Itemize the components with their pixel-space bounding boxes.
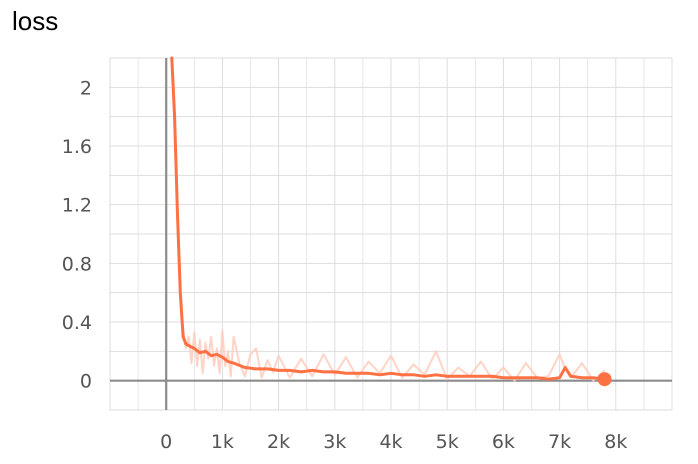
chart-title: loss bbox=[12, 6, 59, 36]
y-tick-label: 1.6 bbox=[62, 136, 92, 158]
x-tick-label: 0 bbox=[160, 431, 172, 453]
y-tick-label: 1.2 bbox=[62, 195, 92, 217]
smoothed-loss-line bbox=[170, 56, 607, 381]
raw-loss-line bbox=[170, 57, 606, 382]
x-tick-label: 6k bbox=[492, 431, 515, 453]
x-tick-label: 1k bbox=[211, 431, 234, 453]
series-layer bbox=[170, 56, 612, 387]
x-tick-label: 8k bbox=[604, 431, 627, 453]
x-tick-label: 2k bbox=[267, 431, 290, 453]
x-tick-label: 4k bbox=[379, 431, 402, 453]
x-tick-label: 5k bbox=[436, 431, 459, 453]
tick-labels: 0 0.4 0.8 1.2 1.6 2 0 1k 2k 3k 4k 5k 6k 7k 8k bbox=[62, 77, 628, 453]
y-tick-label: 0.4 bbox=[62, 312, 92, 334]
axes bbox=[110, 58, 672, 410]
y-tick-label: 0.8 bbox=[62, 253, 92, 275]
y-tick-label: 0 bbox=[80, 371, 92, 393]
last-point-marker bbox=[597, 372, 612, 387]
x-tick-label: 7k bbox=[548, 431, 571, 453]
x-tick-label: 3k bbox=[323, 431, 346, 453]
y-tick-label: 2 bbox=[80, 77, 92, 99]
